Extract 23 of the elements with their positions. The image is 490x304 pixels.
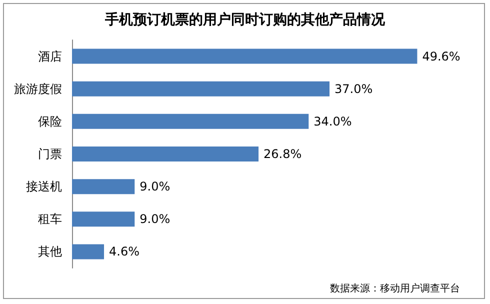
y-tick-label: 租车 [38, 212, 62, 226]
bar [72, 212, 135, 227]
data-label: 49.6% [422, 49, 460, 64]
y-tick-label: 保险 [38, 114, 62, 128]
bar [72, 244, 104, 260]
y-tick-label: 其他 [38, 244, 62, 259]
y-tick-label: 接送机 [26, 180, 62, 194]
data-label: 9.0% [140, 180, 170, 194]
data-label: 9.0% [140, 212, 170, 226]
data-label: 37.0% [334, 82, 373, 96]
data-label: 26.8% [264, 147, 302, 161]
bar [72, 114, 309, 129]
bar [72, 146, 259, 162]
chart-title: 手机预订机票的用户同时订购的其他产品情况 [104, 11, 386, 28]
y-tick-label: 酒店 [38, 49, 62, 64]
y-tick-label: 旅游度假 [14, 82, 62, 96]
data-label: 4.6% [109, 244, 140, 259]
source-note: 数据来源：移动用户调查平台 [330, 282, 460, 294]
data-label: 34.0% [314, 114, 352, 128]
y-tick-label: 门票 [38, 147, 62, 161]
bar [72, 179, 135, 194]
bar [72, 48, 418, 64]
bar [72, 81, 330, 96]
